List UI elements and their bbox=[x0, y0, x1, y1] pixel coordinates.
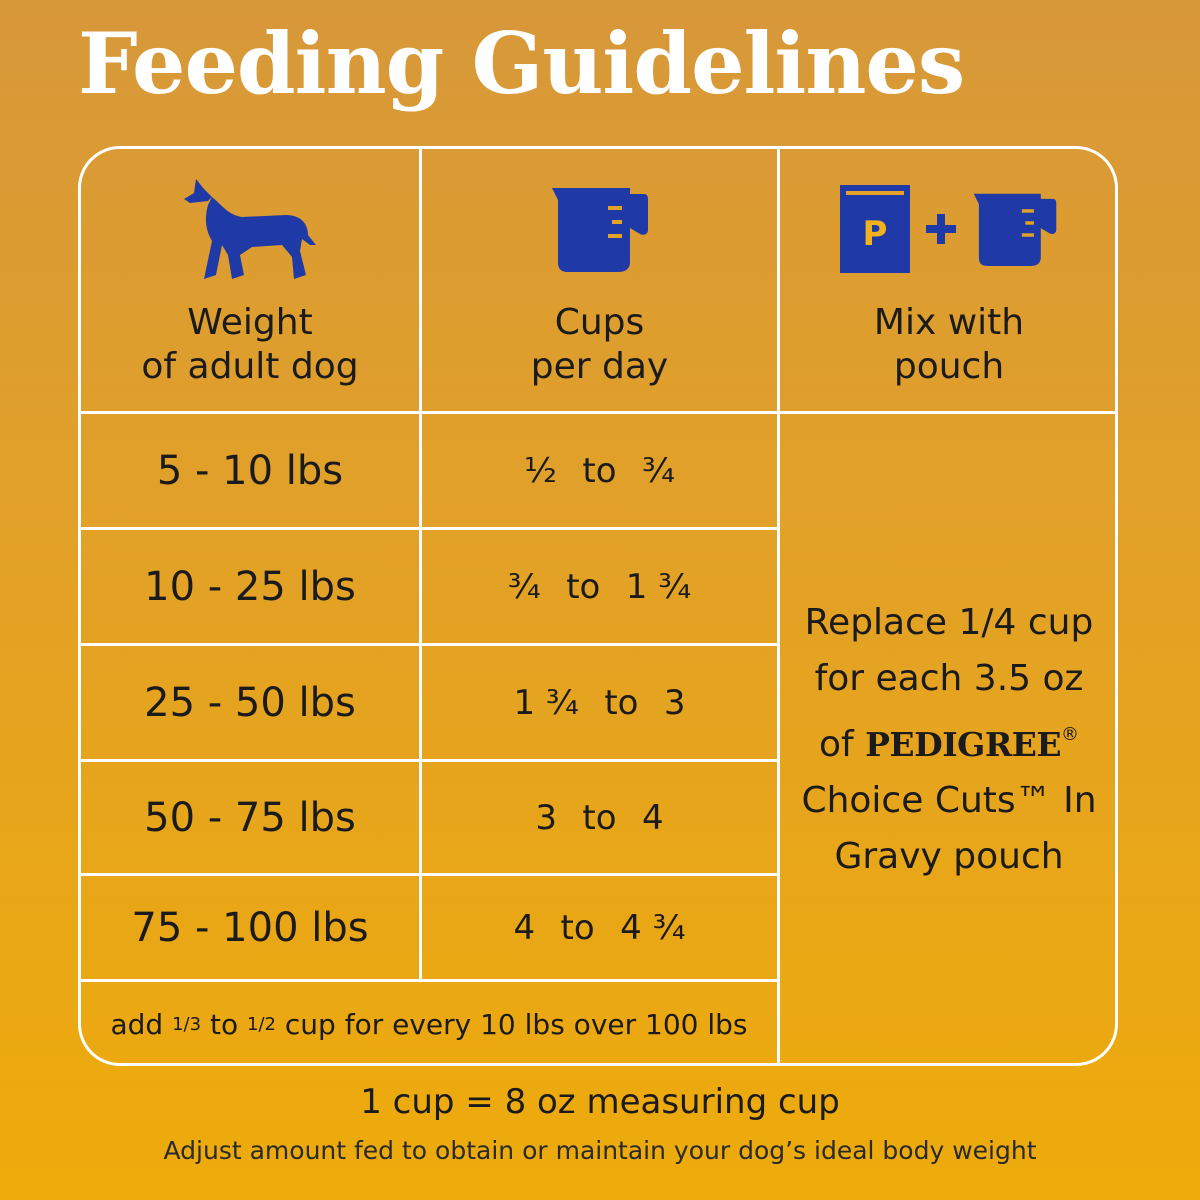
note-frac1-num: 1 bbox=[172, 1013, 184, 1035]
cups-to: 4 bbox=[642, 797, 664, 838]
cups-from: ½ bbox=[524, 450, 557, 491]
row-divider bbox=[81, 643, 778, 646]
brand-name: PEDIGREE bbox=[865, 725, 1062, 764]
plus-icon bbox=[924, 212, 958, 246]
over-100-note: add 1/3 to 1/2 cup for every 10 lbs over… bbox=[81, 982, 777, 1066]
cups-to: ¾ bbox=[642, 450, 675, 491]
row-divider bbox=[81, 873, 778, 876]
dog-icon bbox=[182, 175, 318, 283]
cup-measure-note: 1 cup = 8 oz measuring cup bbox=[360, 1082, 840, 1122]
cups-from: 1 ¾ bbox=[513, 682, 579, 723]
column-divider bbox=[419, 149, 422, 981]
mix-line5: Gravy pouch bbox=[834, 836, 1064, 877]
cups-to-label: to bbox=[560, 907, 595, 948]
adjust-note: Adjust amount fed to obtain or maintain … bbox=[163, 1136, 1037, 1165]
measuring-cup-icon bbox=[550, 184, 650, 274]
registered-mark: ® bbox=[1061, 724, 1080, 745]
header-cups-icon-cell bbox=[422, 169, 777, 289]
row-cups: 4 to 4 ¾ bbox=[422, 876, 777, 979]
mix-line1: Replace 1/4 cup bbox=[804, 602, 1094, 643]
cups-to: 4 ¾ bbox=[620, 907, 686, 948]
cups-to: 1 ¾ bbox=[625, 566, 692, 607]
header-mix-icon-cell: P bbox=[780, 169, 1118, 289]
note-mid: to bbox=[209, 1007, 239, 1041]
row-weight: 75 - 100 lbs bbox=[131, 904, 369, 951]
row-cups: ¾ to 1 ¾ bbox=[422, 530, 777, 643]
pouch-letter: P bbox=[863, 214, 888, 254]
header-cups-line1: Cups bbox=[554, 302, 645, 343]
row-divider bbox=[81, 527, 778, 530]
row-weight: 25 - 50 lbs bbox=[144, 679, 356, 726]
row-cups: ½ to ¾ bbox=[422, 414, 777, 527]
header-weight-icon-cell bbox=[81, 169, 419, 289]
row-divider bbox=[81, 759, 778, 762]
mix-line2: for each 3.5 oz bbox=[814, 658, 1084, 699]
header-mix-line1: Mix with bbox=[873, 302, 1025, 343]
cups-to-label: to bbox=[604, 682, 639, 723]
mix-line3-prefix: of bbox=[818, 724, 854, 765]
note-frac1-den: /3 bbox=[183, 1013, 202, 1035]
mix-line3: of PEDIGREE® bbox=[819, 707, 1079, 773]
column-divider bbox=[777, 149, 780, 1066]
cups-from: 3 bbox=[535, 797, 557, 838]
header-mix-line2: pouch bbox=[893, 346, 1005, 387]
header-cups: Cups per day bbox=[422, 297, 777, 393]
row-cups: 3 to 4 bbox=[422, 762, 777, 873]
header-mix: Mix with pouch bbox=[780, 297, 1118, 393]
note-frac2-den: /2 bbox=[258, 1013, 276, 1035]
feeding-table: Weight of adult dog Cups per day P bbox=[78, 146, 1118, 1066]
row-divider bbox=[81, 979, 778, 982]
mix-line4: Choice Cuts™ In bbox=[801, 780, 1097, 821]
cups-from: 4 bbox=[513, 907, 536, 948]
row-weight: 10 - 25 lbs bbox=[144, 563, 356, 610]
note-prefix: add bbox=[110, 1007, 164, 1041]
cups-to-label: to bbox=[582, 797, 617, 838]
header-cups-line2: per day bbox=[530, 346, 669, 387]
header-weight-line2: of adult dog bbox=[141, 346, 359, 387]
page-title: Feeding Guidelines bbox=[78, 14, 965, 113]
row-weight: 5 - 10 lbs bbox=[156, 447, 344, 494]
cups-to-label: to bbox=[566, 566, 601, 607]
mix-instructions: Replace 1/4 cup for each 3.5 oz of PEDIG… bbox=[780, 414, 1118, 1066]
measuring-cup-icon bbox=[972, 187, 1058, 271]
cups-to-label: to bbox=[582, 450, 617, 491]
note-frac2-num: 1 bbox=[247, 1013, 259, 1035]
cups-from: ¾ bbox=[507, 566, 541, 607]
header-weight-line1: Weight bbox=[187, 302, 313, 343]
row-cups: 1 ¾ to 3 bbox=[422, 646, 777, 759]
header-weight: Weight of adult dog bbox=[81, 297, 419, 393]
header-divider bbox=[81, 411, 1118, 414]
note-suffix: cup for every 10 lbs over 100 lbs bbox=[284, 1007, 748, 1041]
row-weight: 50 - 75 lbs bbox=[144, 794, 356, 841]
pouch-icon: P bbox=[840, 183, 910, 275]
cups-to: 3 bbox=[663, 682, 686, 723]
